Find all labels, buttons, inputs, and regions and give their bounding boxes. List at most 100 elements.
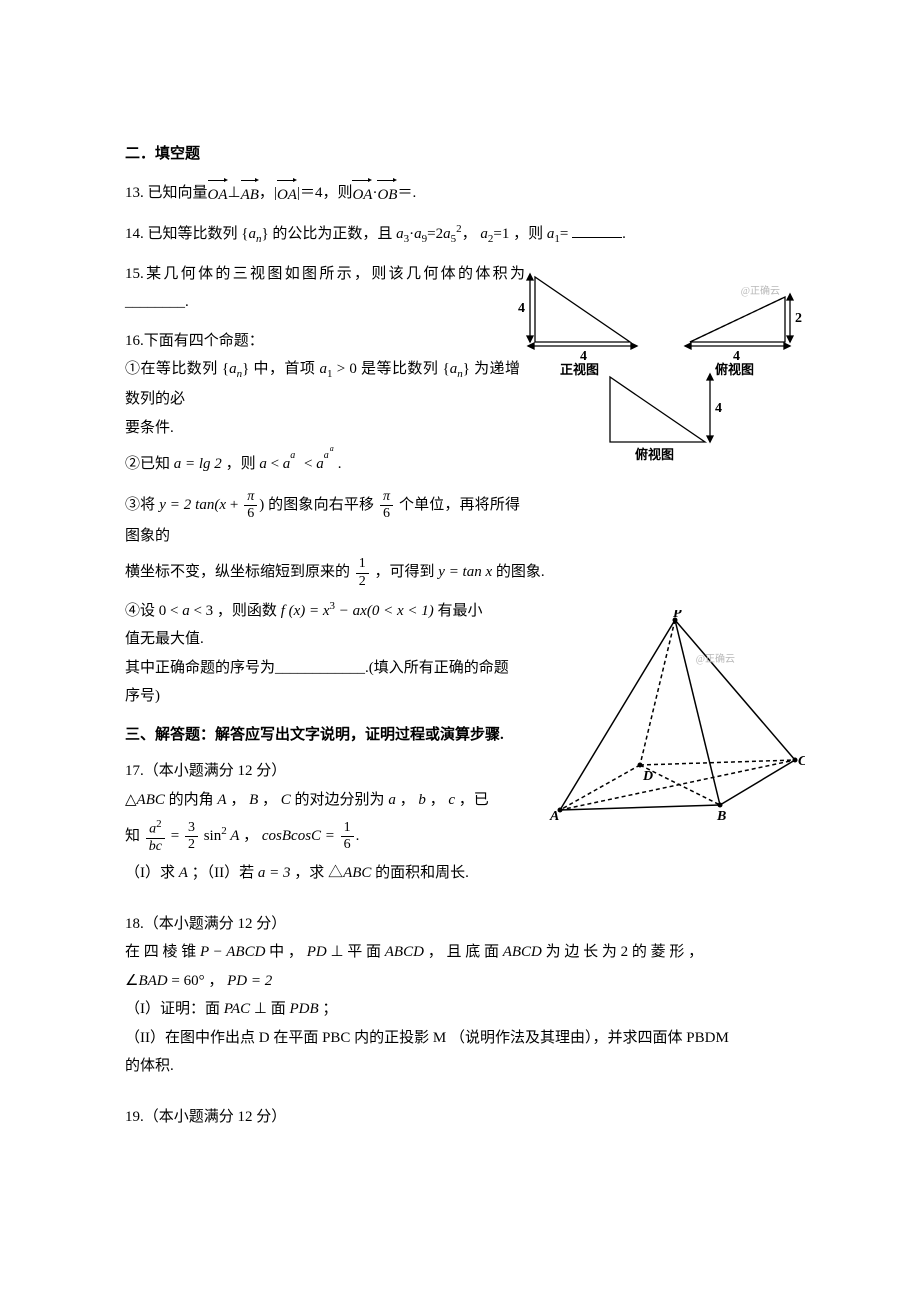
q16-p3-line2: 横坐标不变，纵坐标缩短到原来的 12 ，可得到 y = tan x 的图象. xyxy=(125,556,795,589)
q13-eq4: |＝4，则 xyxy=(297,179,353,208)
q17-l3b: ；（II）若 xyxy=(188,865,258,881)
q16-p4-line2: 值无最大值. xyxy=(125,625,520,654)
q16-an1: a xyxy=(229,361,237,377)
pyramid-svg: P A B C D xyxy=(545,610,805,820)
top-view-caption: 俯视图 xyxy=(635,447,674,462)
q17-spA: A xyxy=(227,828,240,844)
q17-l1: △ABC 的内角 A ， B ， C 的对边分别为 a ， b ， c ，已 xyxy=(125,786,520,815)
bv-label-4: 4 xyxy=(715,401,722,416)
q18-l3c: ； xyxy=(319,1001,338,1017)
sv-label-2: 2 xyxy=(795,311,802,326)
q19-title: 19.（本小题满分 12 分） xyxy=(125,1103,795,1132)
q16-lt2: < xyxy=(300,456,316,472)
q16-concl2: 序号) xyxy=(125,682,520,711)
q14-blank xyxy=(572,223,622,238)
front-view-caption: 正视图 xyxy=(560,362,599,377)
q17-l3: （I）求 A ；（II）若 a = 3 ，求 △ABC 的面积和周长. xyxy=(125,859,795,888)
q18-ABCD2: ABCD xyxy=(503,944,542,960)
q14-comma: ， xyxy=(462,226,481,242)
q17-l1f: ， xyxy=(396,792,419,808)
pyramid-figure: P A B C D @正确云 xyxy=(545,610,805,831)
q17-l1h: ，已 xyxy=(455,792,489,808)
q16-p3e: ，可得到 xyxy=(371,565,439,581)
frac-32: 32 xyxy=(185,820,198,853)
section2-heading: 二．填空题 xyxy=(125,140,795,169)
q17-ABC2: ABC xyxy=(343,865,371,881)
q16-p4b: 有最小 xyxy=(434,603,483,619)
q16-intro: 16.下面有四个命题： xyxy=(125,327,520,356)
q17-ABC1: ABC xyxy=(137,792,165,808)
q16-alg2: a = lg 2 xyxy=(174,456,222,472)
q16-concl1: 其中正确命题的序号为____________.(填入所有正确的命题 xyxy=(125,654,520,683)
q18-BAD: BAD xyxy=(138,973,167,989)
q16-aa2: a xyxy=(182,603,190,619)
vec-AB: AB xyxy=(241,177,259,210)
q16-gt0: > 0 是等比数列 { xyxy=(333,361,450,377)
three-view-figure: 4 4 2 4 4 正视图 俯视图 俯视图 @正确云 xyxy=(515,262,805,473)
q17-cosBC: cosBcosC = xyxy=(262,828,339,844)
q19: 19.（本小题满分 12 分） xyxy=(125,1103,795,1132)
den-6-2: 6 xyxy=(380,506,393,522)
q14-eqsign: = xyxy=(560,226,572,242)
q14-period: . xyxy=(622,226,626,242)
num-1b: 1 xyxy=(341,820,354,837)
q15: 15.某几何体的三视图如图所示，则该几何体的体积为________. xyxy=(125,260,525,317)
label-P: P xyxy=(673,610,682,621)
q13-eq: ＝ xyxy=(397,179,412,208)
q16-p1-line2: 要条件. xyxy=(125,414,520,443)
num-a2: a2 xyxy=(146,818,165,839)
q18-PDB: PDB xyxy=(289,1001,318,1017)
den-2: 2 xyxy=(356,574,369,590)
q18-l1a: 在 四 棱 锥 xyxy=(125,944,200,960)
q13-period: . xyxy=(412,179,416,208)
q17-eqsin: sin xyxy=(200,828,221,844)
den-6-1: 6 xyxy=(244,506,257,522)
q16-p1-line1: ①在等比数列 {an} 中，首项 a1 > 0 是等比数列 {an} 为递增数列… xyxy=(125,355,520,413)
q18-l2: ∠BAD = 60° ， PD = 2 xyxy=(125,967,795,996)
q17-C: C xyxy=(281,792,291,808)
q13: 13. 已知向量 OA ⊥ AB ，| OA |＝4，则 OA · OB ＝ . xyxy=(125,177,795,210)
q17-comma: ， xyxy=(239,828,262,844)
q17-l1b: 的内角 xyxy=(165,792,218,808)
frac-pi6-1: π6 xyxy=(244,489,257,522)
q18-l3b: ⊥ 面 xyxy=(250,1001,289,1017)
q17-l2a: 知 xyxy=(125,828,144,844)
q16-p2-period: . xyxy=(338,456,342,472)
q18-perp: ⊥ 平 面 xyxy=(327,944,385,960)
q16-p2a: ②已知 xyxy=(125,456,174,472)
q17-b: b xyxy=(418,792,426,808)
section3-heading: 三、解答题：解答应写出文字说明，证明过程或演算步骤. xyxy=(125,721,520,750)
den-2b: 2 xyxy=(185,837,198,853)
q18-title: 18.（本小题满分 12 分） xyxy=(125,910,795,939)
q18: 18.（本小题满分 12 分） 在 四 棱 锥 P − ABCD 中 ， PD … xyxy=(125,910,795,1081)
q16-x: x xyxy=(219,497,226,513)
q14-a5: a xyxy=(443,226,451,242)
frac-pi6-2: π6 xyxy=(380,489,393,522)
q14-eq2: =2 xyxy=(427,226,443,242)
label-C: C xyxy=(798,754,805,769)
q17-l1e: 的对边分别为 xyxy=(291,792,389,808)
q16-p2b: ，则 xyxy=(222,456,260,472)
num-pi-2: π xyxy=(380,489,393,506)
q18-eq60: = 60° xyxy=(168,973,205,989)
vec-OA-2: OA xyxy=(277,177,297,210)
watermark-1: @正确云 xyxy=(741,282,780,301)
frac-a2bc: a2bc xyxy=(146,818,165,855)
q17-l3a: （I）求 xyxy=(125,865,179,881)
q18-PAC: PAC xyxy=(224,1001,250,1017)
q17-l3d: 的面积和周长. xyxy=(371,865,469,881)
num-1: 1 xyxy=(356,556,369,573)
num-3: 3 xyxy=(185,820,198,837)
q16-a-1: a xyxy=(259,456,267,472)
q16-ytanx: y = tan x xyxy=(438,565,492,581)
num-pi-1: π xyxy=(244,489,257,506)
vec-OA-3: OA xyxy=(352,177,372,210)
q14-a2: a xyxy=(480,226,488,242)
q16-y2tan: y = 2 tan( xyxy=(159,497,219,513)
fv-label-4v: 4 xyxy=(518,301,525,316)
q14-a9: a xyxy=(414,226,422,242)
vec-OA-1: OA xyxy=(208,177,228,210)
q18-l1d: 为 边 长 为 2 的 菱 形 ， xyxy=(542,944,703,960)
q17-A2: A xyxy=(179,865,188,881)
q16-aaa: aaa xyxy=(316,450,324,479)
